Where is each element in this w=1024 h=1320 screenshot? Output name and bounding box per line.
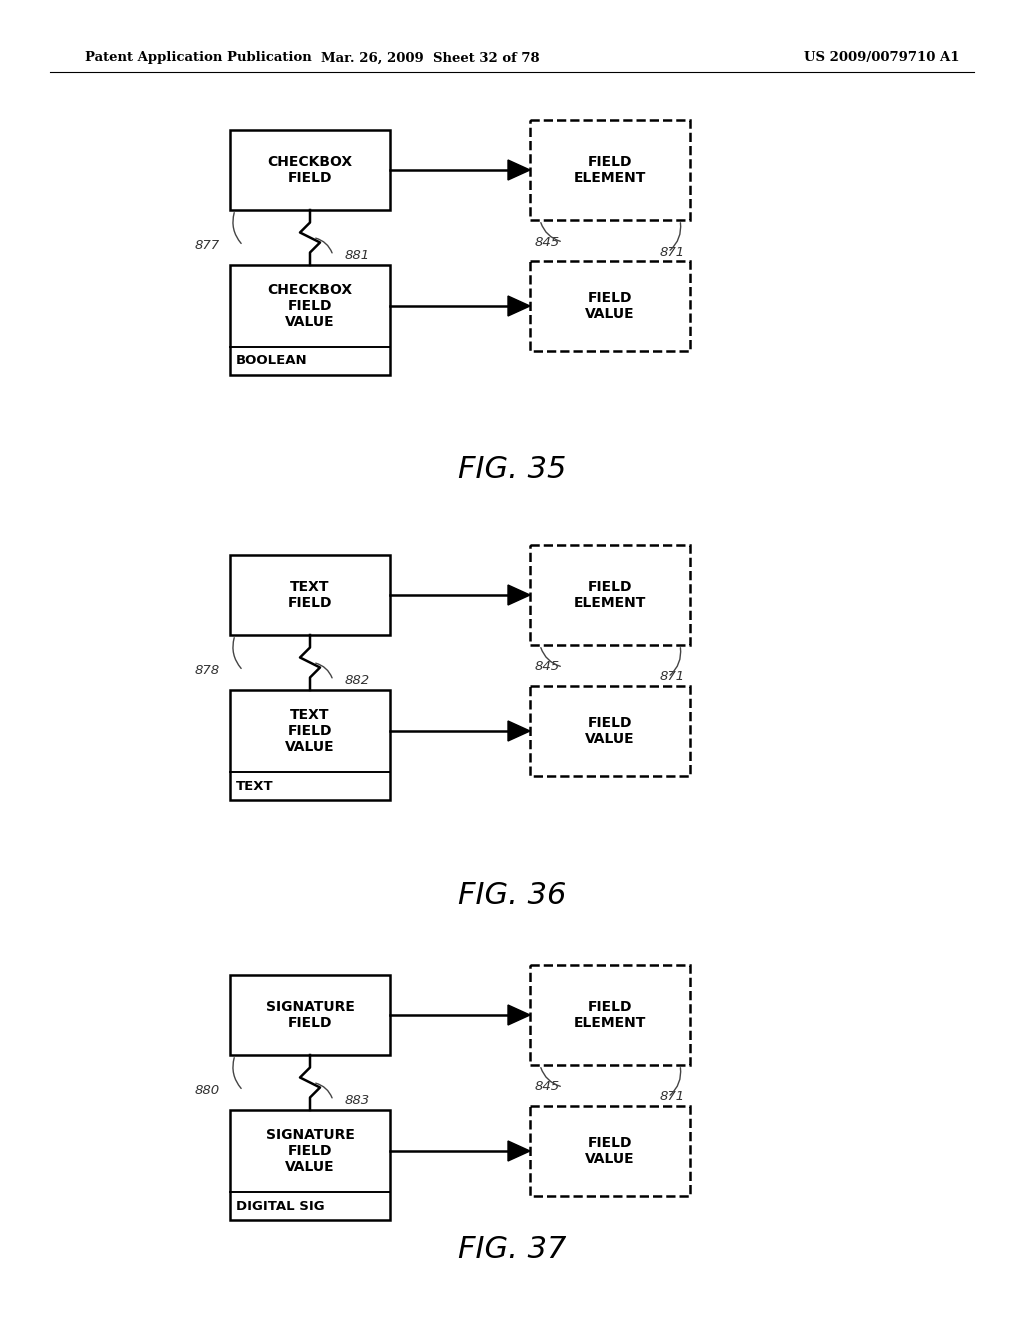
Bar (530, 965, 690, 1065)
Text: FIELD
ELEMENT: FIELD ELEMENT (573, 579, 646, 610)
Text: FIG. 36: FIG. 36 (458, 880, 566, 909)
Text: 871: 871 (659, 1090, 685, 1104)
Polygon shape (508, 1005, 530, 1026)
Text: 883: 883 (345, 1094, 370, 1107)
Text: FIELD
ELEMENT: FIELD ELEMENT (573, 1001, 646, 1030)
Text: FIG. 37: FIG. 37 (458, 1236, 566, 1265)
Text: 878: 878 (195, 664, 220, 677)
Text: TEXT
FIELD: TEXT FIELD (288, 579, 332, 610)
Text: 845: 845 (535, 1081, 560, 1093)
Text: CHECKBOX
FIELD: CHECKBOX FIELD (267, 154, 352, 185)
Text: TEXT: TEXT (236, 780, 273, 792)
Text: FIELD
VALUE: FIELD VALUE (585, 290, 635, 321)
Polygon shape (508, 721, 530, 741)
Text: DIGITAL SIG: DIGITAL SIG (236, 1200, 325, 1213)
Text: FIELD
VALUE: FIELD VALUE (585, 715, 635, 746)
Bar (530, 686, 690, 776)
Polygon shape (508, 296, 530, 315)
Bar (530, 545, 690, 645)
Bar (230, 1110, 390, 1220)
Polygon shape (508, 160, 530, 180)
Text: 871: 871 (659, 671, 685, 684)
Bar (230, 690, 390, 800)
Bar (230, 554, 390, 635)
Text: 880: 880 (195, 1084, 220, 1097)
Text: 845: 845 (535, 660, 560, 673)
Text: SIGNATURE
FIELD
VALUE: SIGNATURE FIELD VALUE (265, 1127, 354, 1175)
Text: FIELD
ELEMENT: FIELD ELEMENT (573, 154, 646, 185)
Bar (230, 975, 390, 1055)
Text: 877: 877 (195, 239, 220, 252)
Bar (230, 129, 390, 210)
Text: Mar. 26, 2009  Sheet 32 of 78: Mar. 26, 2009 Sheet 32 of 78 (321, 51, 540, 65)
Text: 881: 881 (345, 249, 370, 261)
Bar (230, 265, 390, 375)
Text: FIG. 35: FIG. 35 (458, 455, 566, 484)
Text: 845: 845 (535, 235, 560, 248)
Polygon shape (508, 1140, 530, 1162)
Text: TEXT
FIELD
VALUE: TEXT FIELD VALUE (286, 708, 335, 754)
Text: 882: 882 (345, 675, 370, 686)
Polygon shape (508, 585, 530, 605)
Text: SIGNATURE
FIELD: SIGNATURE FIELD (265, 1001, 354, 1030)
Bar (530, 261, 690, 351)
Text: US 2009/0079710 A1: US 2009/0079710 A1 (805, 51, 961, 65)
Bar (530, 1106, 690, 1196)
Text: CHECKBOX
FIELD
VALUE: CHECKBOX FIELD VALUE (267, 282, 352, 329)
Text: BOOLEAN: BOOLEAN (236, 355, 307, 367)
Bar (530, 120, 690, 220)
Text: FIELD
VALUE: FIELD VALUE (585, 1137, 635, 1166)
Text: Patent Application Publication: Patent Application Publication (85, 51, 311, 65)
Text: 871: 871 (659, 246, 685, 259)
